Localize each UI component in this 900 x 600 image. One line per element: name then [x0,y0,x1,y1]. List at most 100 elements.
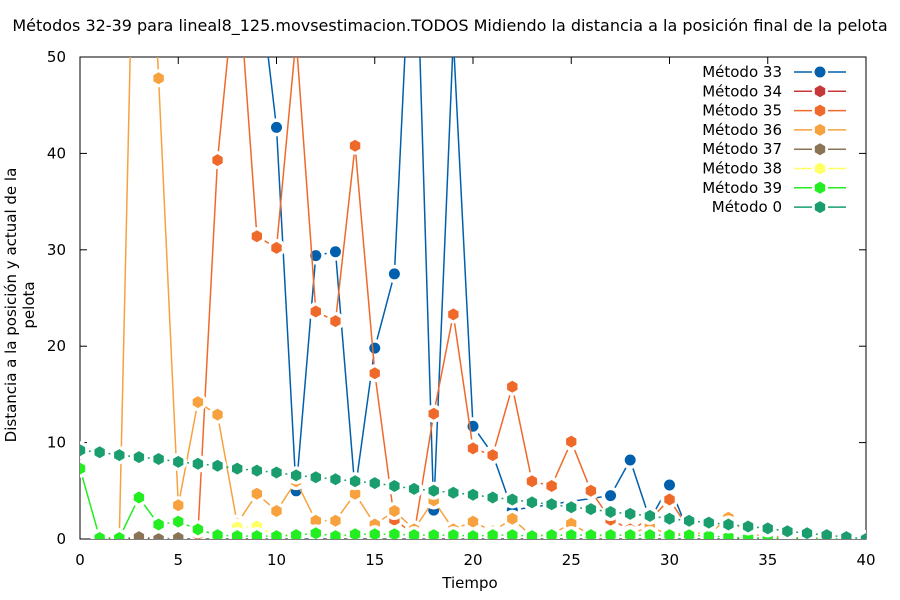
data-point [585,529,597,539]
data-point [173,499,184,512]
y-tick-label: 50 [47,48,66,66]
marker-halo [444,29,462,47]
legend-label: Método 33 [702,63,782,81]
data-point [408,529,420,539]
legend-label: Método 36 [702,121,782,139]
data-point [487,491,498,504]
data-point [251,464,262,477]
data-point [742,520,754,533]
data-point [388,268,400,280]
data-point [212,154,223,167]
legend-marker [814,66,826,78]
data-point [173,515,184,528]
data-point [192,396,204,409]
data-point [428,529,439,539]
data-point [310,305,321,318]
data-point [271,530,282,539]
data-point [605,529,616,539]
y-tick-label: 30 [47,241,66,259]
data-point [467,515,479,528]
legend-marker [814,85,826,98]
data-point [349,528,361,539]
legend-marker [814,181,826,194]
data-point [251,487,262,500]
data-point [821,529,832,539]
data-point [566,529,577,539]
data-point [330,530,341,539]
data-point [192,523,204,536]
data-point [80,444,86,457]
data-point [330,315,341,328]
data-point [841,531,852,539]
legend-marker [814,201,826,214]
data-point [271,466,282,479]
chart-title: Métodos 32-39 para lineal8_125.movsestim… [12,16,888,35]
data-point [389,505,400,517]
data-point [271,121,282,133]
x-tick-label: 35 [758,551,777,569]
data-point [369,367,380,380]
legend-marker [814,162,826,175]
data-point [624,454,636,466]
legend-label: Método 35 [702,102,782,120]
data-point [310,527,321,539]
data-point [762,522,773,535]
data-point [153,72,164,85]
legend-label: Método 34 [702,82,782,100]
data-point [644,509,655,522]
y-tick-label: 10 [47,434,66,452]
data-point [114,532,125,539]
data-point [349,139,361,152]
data-point [664,512,675,525]
y-tick-label: 40 [47,144,66,162]
series-0 [267,29,699,539]
data-point [605,506,616,518]
data-point [507,512,518,525]
data-point [310,471,321,484]
x-tick-label: 5 [173,551,183,569]
data-point [251,230,262,243]
data-point [664,529,675,539]
data-point [526,475,538,488]
x-tick-label: 20 [463,551,482,569]
marker-halo [287,29,305,47]
data-point [349,487,361,500]
y-tick-label: 20 [47,337,66,355]
x-tick-label: 15 [365,551,384,569]
legend-label: Método 39 [702,179,782,197]
data-point [664,493,675,506]
data-point [585,484,597,497]
data-point [212,459,223,472]
data-point [369,342,381,354]
data-point [566,435,577,448]
x-tick-label: 25 [562,551,581,569]
legend-marker [814,104,826,117]
data-point [153,453,164,465]
data-point [232,530,243,539]
data-point [526,530,538,539]
legend-label: Método 38 [702,160,782,178]
data-point [291,469,302,482]
legend-label: Método 37 [702,140,782,158]
data-point [684,529,695,539]
x-axis-label: Tiempo [442,574,498,592]
data-point [80,462,86,475]
data-point [330,514,341,527]
data-point [133,531,145,539]
data-point [625,529,636,539]
data-point [546,529,557,539]
data-point [251,530,262,539]
data-point [448,308,459,321]
data-point [487,449,498,462]
x-tick-label: 0 [75,551,85,569]
data-point [114,449,125,462]
data-point [585,503,597,516]
data-point [389,480,400,492]
legend-marker [814,143,826,156]
data-point [526,496,538,509]
data-point [782,525,793,538]
data-point [684,514,695,527]
data-point [703,530,714,539]
legend-marker [814,123,826,136]
